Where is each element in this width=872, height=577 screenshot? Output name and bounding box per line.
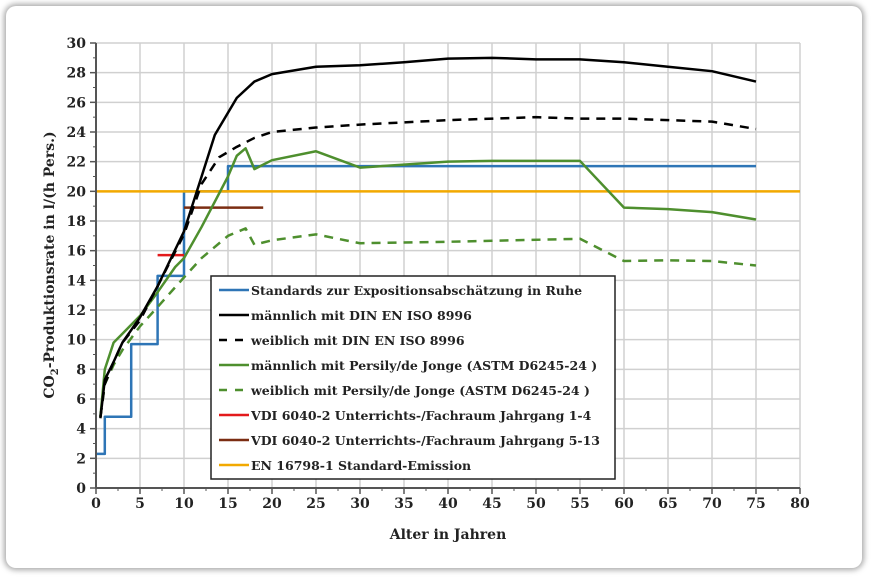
x-tick-label: 40 <box>438 496 458 512</box>
legend-label: weiblich mit Persily/de Jonge (ASTM D624… <box>250 383 590 398</box>
x-tick-label: 75 <box>746 496 765 512</box>
x-tick-label: 30 <box>350 496 370 512</box>
y-tick-label: 10 <box>67 333 87 349</box>
x-tick-label: 0 <box>91 496 101 512</box>
x-tick-label: 80 <box>790 496 810 512</box>
y-tick-label: 22 <box>67 155 86 171</box>
x-tick-label: 35 <box>394 496 413 512</box>
x-tick-label: 25 <box>306 496 325 512</box>
x-tick-label: 65 <box>658 496 677 512</box>
legend: Standards zur Expositionsabschätzung in … <box>210 275 616 480</box>
y-tick-label: 2 <box>76 451 86 467</box>
x-tick-label: 50 <box>526 496 546 512</box>
legend-label: VDI 6040-2 Unterrichts-/Fachraum Jahrgan… <box>250 433 600 448</box>
series-line-0 <box>96 164 756 456</box>
legend-box <box>210 275 616 480</box>
series-group <box>96 56 800 456</box>
tick-labels: 0 5 10 15 20 25 30 35 40 45 50 55 60 65 70 75 8002468101… <box>67 36 810 512</box>
x-tick-label: 60 <box>614 496 634 512</box>
y-axis-label: CO2-Produktionsrate in l/(h Pers.) <box>42 131 61 398</box>
y-tick-label: 4 <box>76 422 86 438</box>
legend-label: männlich mit Persily/de Jonge (ASTM D624… <box>251 358 597 373</box>
y-tick-label: 12 <box>67 303 86 319</box>
legend-label: männlich mit DIN EN ISO 8996 <box>251 308 472 323</box>
y-tick-label: 20 <box>67 184 87 200</box>
y-tick-label: 28 <box>67 66 86 82</box>
y-tick-label: 30 <box>67 36 87 52</box>
legend-label: EN 16798-1 Standard-Emission <box>251 458 471 473</box>
y-tick-label: 24 <box>67 125 87 141</box>
x-tick-label: 20 <box>262 496 282 512</box>
x-tick-label: 55 <box>570 496 589 512</box>
axes <box>90 42 801 494</box>
legend-label: Standards zur Expositionsabschätzung in … <box>251 283 582 298</box>
x-tick-label: 5 <box>135 496 145 512</box>
y-tick-label: 8 <box>76 362 86 378</box>
y-tick-label: 14 <box>67 273 87 289</box>
y-tick-label: 26 <box>67 95 86 111</box>
series-line-3 <box>99 147 757 417</box>
x-tick-label: 45 <box>482 496 501 512</box>
legend-label: weiblich mit DIN EN ISO 8996 <box>250 333 465 348</box>
y-tick-label: 6 <box>76 392 86 408</box>
x-tick-label: 15 <box>218 496 237 512</box>
x-tick-label: 70 <box>702 496 722 512</box>
x-tick-label: 10 <box>174 496 194 512</box>
y-tick-label: 0 <box>76 481 86 497</box>
series-line-1 <box>99 56 757 419</box>
y-tick-label: 16 <box>67 244 86 260</box>
y-label-co: CO <box>42 375 58 398</box>
y-label-rest: -Produktionsrate in l/(h Pers.) <box>42 131 58 368</box>
legend-label: VDI 6040-2 Unterrichts-/Fachraum Jahrgan… <box>250 408 592 423</box>
y-tick-label: 18 <box>67 214 86 230</box>
x-axis-label: Alter in Jahren <box>389 527 507 543</box>
y-label-sub: 2 <box>50 368 61 375</box>
